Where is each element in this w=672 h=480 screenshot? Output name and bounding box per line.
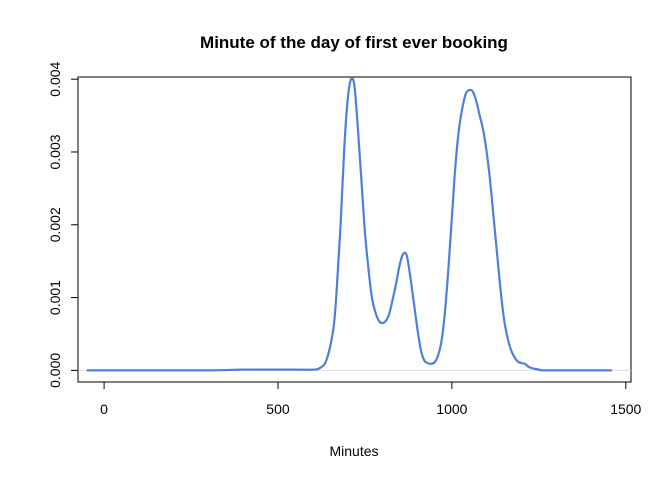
y-tick-label: 0.004 xyxy=(47,61,63,96)
x-tick-label: 0 xyxy=(100,401,108,417)
x-tick-label: 1500 xyxy=(610,401,641,417)
chart-title: Minute of the day of first ever booking xyxy=(200,33,508,52)
plot-frame xyxy=(77,76,632,383)
y-tick-label: 0.001 xyxy=(47,280,63,315)
density-line xyxy=(86,77,612,372)
x-tick-label: 1000 xyxy=(436,401,467,417)
x-axis: 0 500 1000 1500 xyxy=(100,381,642,417)
x-tick-label: 500 xyxy=(266,401,290,417)
y-tick-label: 0.003 xyxy=(47,134,63,169)
y-axis: 0.000 0.001 0.002 0.003 0.004 xyxy=(47,61,79,388)
x-axis-label: Minutes xyxy=(329,443,378,459)
y-tick-label: 0.002 xyxy=(47,207,63,242)
y-tick-label: 0.000 xyxy=(47,353,63,388)
